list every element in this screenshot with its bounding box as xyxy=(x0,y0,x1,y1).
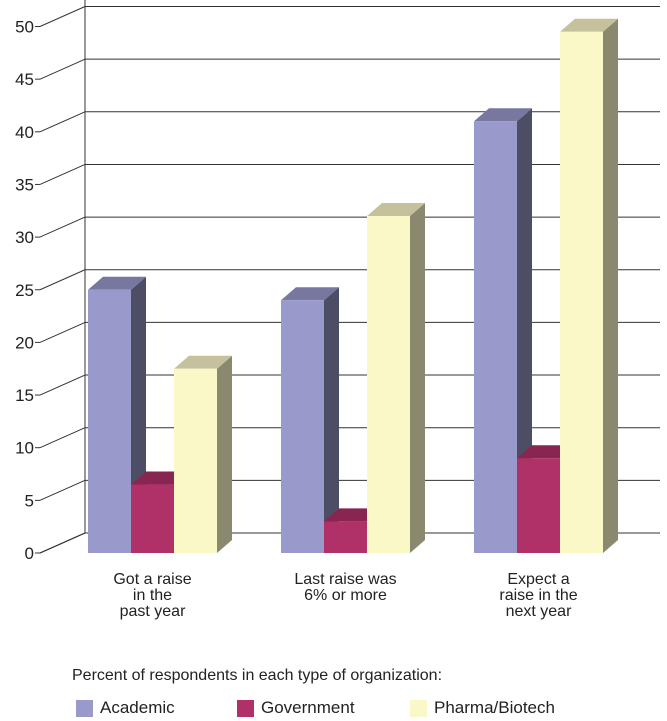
legend-item-government: Government xyxy=(237,697,355,719)
y-tick-label: 5 xyxy=(25,491,34,510)
y-axis: 0 5 10 15 20 25 30 35 40 45 50 xyxy=(15,18,40,563)
bar-government-2 xyxy=(517,458,560,553)
gridline-diagonal xyxy=(39,216,86,238)
y-tick-label: 10 xyxy=(15,439,34,458)
bar-academic-1-top xyxy=(281,287,339,301)
bar-pharma-biotech-1-side xyxy=(410,203,425,554)
gridline-diagonal xyxy=(39,163,86,185)
bar-academic-1-side xyxy=(324,287,339,553)
y-tick-label: 40 xyxy=(15,123,34,142)
gridline-diagonal xyxy=(39,532,86,554)
bar-academic-0-top xyxy=(88,276,146,290)
gridline-diagonal xyxy=(39,58,86,80)
gridline-diagonal xyxy=(39,321,86,343)
y-tick-label: 35 xyxy=(15,175,34,194)
gridline-diagonal xyxy=(39,479,86,501)
bar-academic-2 xyxy=(474,121,517,554)
gridline-diagonal xyxy=(39,427,86,449)
bar-chart: 0 5 10 15 20 25 30 35 40 45 50 xyxy=(15,0,660,563)
y-tick-label: 45 xyxy=(15,70,34,89)
bar-government-1 xyxy=(324,521,367,553)
bar-academic-2-top xyxy=(474,108,532,122)
legend-label-academic: Academic xyxy=(100,698,175,717)
x-tick-label-got-raise: Got a raise in the past year xyxy=(113,571,192,620)
bar-pharma-biotech-2-side xyxy=(603,18,618,553)
legend-label-pharma-biotech: Pharma/Biotech xyxy=(434,698,555,717)
gridline-diagonal xyxy=(39,111,86,133)
bar-government-0 xyxy=(131,484,174,553)
bar-pharma-biotech-1 xyxy=(367,216,410,554)
y-tick-label: 30 xyxy=(15,228,34,247)
y-tick-label: 20 xyxy=(15,333,34,352)
bar-pharma-biotech-0-side xyxy=(217,355,232,553)
legend-label-government: Government xyxy=(261,698,355,717)
legend-swatch-academic xyxy=(76,699,93,717)
legend-swatch-pharma-biotech xyxy=(410,699,427,717)
legend-swatch-government xyxy=(237,699,254,717)
gridline-diagonal xyxy=(39,269,86,291)
x-tick-label-expect-raise: Expect a raise in the next year xyxy=(499,571,578,620)
bar-pharma-biotech-2 xyxy=(560,31,603,553)
y-tick-label: 15 xyxy=(15,386,34,405)
legend-item-pharma-biotech: Pharma/Biotech xyxy=(410,697,555,719)
bar-pharma-biotech-1-top xyxy=(367,203,425,217)
y-tick-label: 50 xyxy=(15,18,34,37)
x-tick-label-last-raise: Last raise was 6% or more xyxy=(294,571,397,604)
gridline-diagonal xyxy=(39,6,86,27)
y-tick-label: 25 xyxy=(15,281,34,300)
bar-pharma-biotech-0-top xyxy=(174,355,232,369)
bar-academic-1 xyxy=(281,300,324,553)
bar-pharma-biotech-0 xyxy=(174,368,217,553)
legend-title: Percent of respondents in each type of o… xyxy=(72,667,443,684)
gridline-diagonal xyxy=(39,374,86,396)
bars-layer xyxy=(88,18,618,554)
bar-academic-0 xyxy=(88,289,131,553)
bar-academic-2-side xyxy=(517,108,532,554)
bar-pharma-biotech-2-top xyxy=(560,18,618,32)
legend-item-academic: Academic xyxy=(76,697,175,719)
y-tick-label: 0 xyxy=(25,544,34,563)
